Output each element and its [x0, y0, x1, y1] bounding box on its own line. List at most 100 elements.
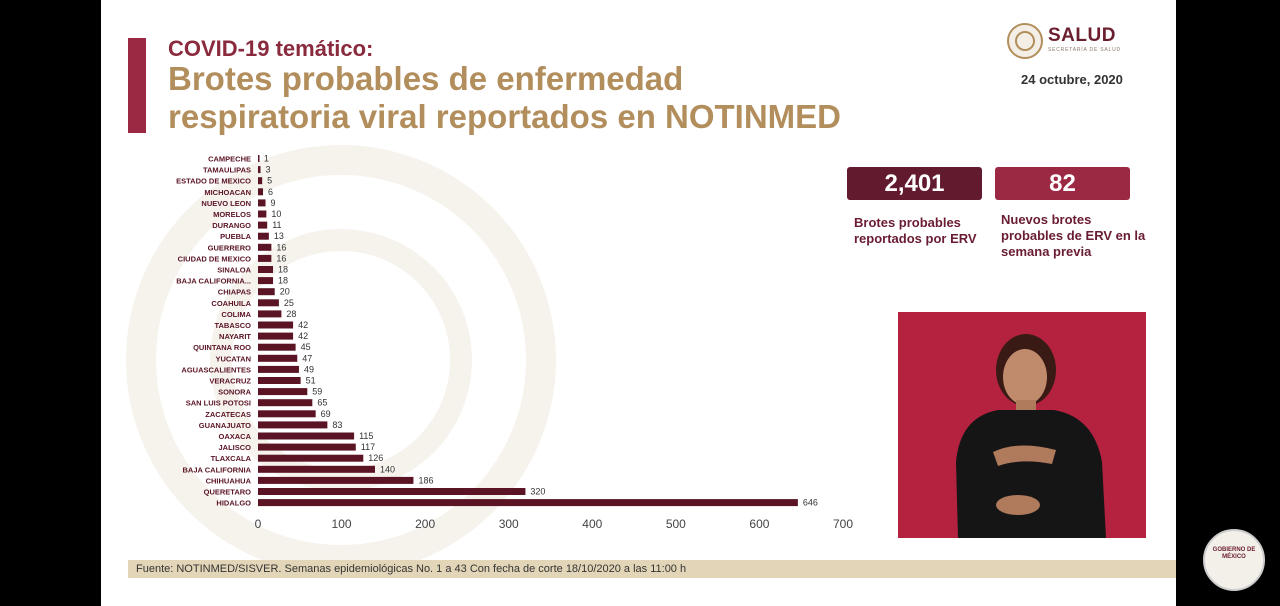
bar-estado-de-mexico: [258, 177, 263, 185]
value-label-tamaulipas: 3: [266, 165, 271, 175]
x-tick-label: 0: [255, 517, 262, 531]
value-label-ciudad-de-mexico: 16: [276, 253, 286, 263]
bar-quintana-roo: [258, 343, 296, 351]
bar-veracruz: [258, 377, 301, 384]
gobierno-badge: GOBIERNO DE MÉXICO: [1203, 529, 1265, 591]
category-label-san-luis-potosi: SAN LUIS POTOSI: [186, 399, 251, 408]
bar-coahuila: [258, 299, 279, 307]
category-label-estado-de-mexico: ESTADO DE MEXICO: [176, 177, 251, 186]
value-label-sonora: 59: [312, 387, 322, 397]
bar-chart: CAMPECHE 1 TAMAULIPAS 3 ESTADO DE MEXICO 5 MIC…: [176, 154, 853, 532]
bar-campeche: [258, 155, 260, 162]
bar-colima: [258, 310, 282, 318]
category-label-tlaxcala: TLAXCALA: [211, 454, 252, 463]
brand-sub: SECRETARÍA DE SALUD: [1048, 47, 1121, 53]
category-label-puebla: PUEBLA: [220, 232, 251, 241]
value-label-chihuahua: 186: [418, 475, 433, 485]
x-tick-label: 100: [332, 517, 352, 531]
category-label-nuevo-leon: NUEVO LEON: [201, 199, 251, 208]
value-label-colima: 28: [286, 309, 296, 319]
value-label-san-luis-potosi: 65: [317, 398, 327, 408]
bar-oaxaca: [258, 432, 355, 440]
category-label-morelos: MORELOS: [213, 210, 251, 219]
value-label-queretaro: 320: [530, 487, 545, 497]
sign-language-video[interactable]: [898, 312, 1146, 538]
stat-total-value: 2,401: [847, 167, 982, 200]
value-label-quintana-roo: 45: [301, 342, 311, 352]
category-label-guerrero: GUERRERO: [208, 243, 252, 252]
stat-new-label: Nuevos brotes probables de ERV en la sem…: [1001, 212, 1146, 259]
gobierno-badge-text: GOBIERNO DE MÉXICO: [1212, 547, 1256, 560]
category-label-michoacan: MICHOACAN: [204, 188, 251, 197]
value-label-morelos: 10: [271, 209, 281, 219]
category-label-aguascalientes: AGUASCALIENTES: [181, 365, 251, 374]
bar-yucatan: [258, 354, 298, 362]
bar-ciudad-de-mexico: [258, 254, 272, 262]
value-label-sinaloa: 18: [278, 265, 288, 275]
value-label-puebla: 13: [274, 231, 284, 241]
bar-hidalgo: [258, 499, 798, 507]
category-label-baja-california: BAJA CALIFORNIA...: [176, 277, 251, 286]
slide-subtitle: COVID-19 temático:: [168, 36, 374, 61]
category-label-veracruz: VERACRUZ: [209, 377, 251, 386]
bar-baja-california: [258, 277, 274, 285]
value-label-coahuila: 25: [284, 298, 294, 308]
bar-puebla: [258, 232, 269, 240]
value-label-michoacan: 6: [268, 187, 273, 197]
value-label-tabasco: 42: [298, 320, 308, 330]
bar-tlaxcala: [258, 454, 364, 462]
bar-chihuahua: [258, 476, 414, 484]
value-label-guanajuato: 83: [332, 420, 342, 430]
value-label-nuevo-leon: 9: [271, 198, 276, 208]
slide-title-line1: Brotes probables de enfermedad: [168, 60, 684, 97]
bar-jalisco: [258, 443, 356, 451]
value-label-hidalgo: 646: [803, 498, 818, 508]
bar-guerrero: [258, 243, 272, 251]
stat-total-label: Brotes probables reportados por ERV: [854, 215, 977, 246]
category-label-yucatan: YUCATAN: [215, 354, 251, 363]
category-label-sinaloa: SINALOA: [217, 266, 251, 275]
slide: COVID-19 temático: Brotes probables de e…: [101, 0, 1176, 606]
value-label-oaxaca: 115: [359, 431, 373, 441]
value-label-baja-california: 18: [278, 276, 288, 286]
interpreter-figure-icon: [956, 334, 1106, 538]
bar-sinaloa: [258, 266, 274, 273]
bar-tabasco: [258, 321, 294, 329]
category-label-ciudad-de-mexico: CIUDAD DE MEXICO: [178, 254, 252, 263]
x-tick-label: 400: [582, 517, 602, 531]
category-label-oaxaca: OAXACA: [218, 432, 251, 441]
value-label-nayarit: 42: [298, 331, 308, 341]
bar-aguascalientes: [258, 365, 299, 373]
x-tick-label: 200: [415, 517, 435, 531]
value-label-yucatan: 47: [302, 353, 312, 363]
value-label-tlaxcala: 126: [368, 453, 383, 463]
x-tick-label: 500: [666, 517, 686, 531]
bar-chiapas: [258, 288, 275, 296]
value-label-chiapas: 20: [280, 287, 290, 297]
value-label-aguascalientes: 49: [304, 364, 314, 374]
bar-san-luis-potosi: [258, 399, 313, 407]
category-label-queretaro: QUERETARO: [204, 488, 252, 497]
category-label-nayarit: NAYARIT: [219, 332, 251, 341]
value-label-campeche: 1: [264, 154, 269, 164]
category-label-durango: DURANGO: [212, 221, 251, 230]
bar-queretaro: [258, 488, 526, 495]
title-accent-bar: [128, 38, 146, 133]
category-label-chihuahua: CHIHUAHUA: [206, 476, 252, 485]
category-label-guanajuato: GUANAJUATO: [199, 421, 251, 430]
bar-sonora: [258, 388, 308, 396]
category-label-chiapas: CHIAPAS: [218, 288, 251, 297]
stat-new-value: 82: [995, 167, 1130, 200]
x-tick-label: 300: [499, 517, 519, 531]
bar-morelos: [258, 210, 267, 218]
value-label-zacatecas: 69: [321, 409, 331, 419]
category-label-colima: COLIMA: [221, 310, 251, 319]
value-label-guerrero: 16: [276, 242, 286, 252]
source-footer: Fuente: NOTINMED/SISVER. Semanas epidemi…: [128, 560, 1176, 578]
value-label-estado-de-mexico: 5: [267, 176, 272, 186]
category-label-hidalgo: HIDALGO: [216, 499, 251, 508]
category-label-quintana-roo: QUINTANA ROO: [193, 343, 251, 352]
category-label-jalisco: JALISCO: [218, 443, 251, 452]
brand-name: SALUD: [1048, 25, 1116, 46]
bar-zacatecas: [258, 410, 316, 418]
